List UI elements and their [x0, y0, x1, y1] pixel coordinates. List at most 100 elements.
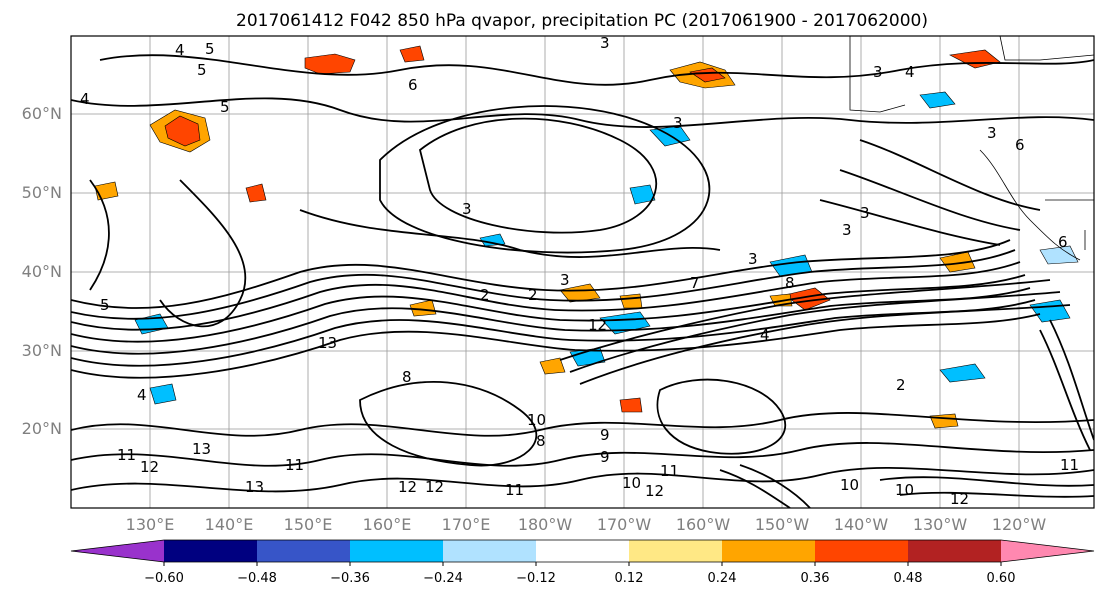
colorbar-segment	[722, 540, 815, 562]
colorbar-tick-label: −0.12	[516, 571, 556, 586]
map: 4 5 3 5 6 4 5 3 4 3 3 6 6 3 3 3 3 2 2 3 …	[70, 34, 1095, 509]
contour-label: 6	[408, 76, 418, 94]
lat-label: 20°N	[22, 419, 62, 438]
contour-line	[899, 491, 1094, 498]
colorbar-tick-labels: −0.60 −0.48 −0.36 −0.24 −0.12 0.12 0.24 0.36 0.4…	[144, 571, 1015, 586]
contour-label: 11	[285, 456, 304, 474]
contour-label: 4	[80, 90, 90, 108]
contour-line	[71, 299, 1036, 367]
colorbar-tick-label: −0.24	[423, 571, 463, 586]
lon-label: 130°W	[913, 515, 968, 534]
colorbar: −0.60 −0.48 −0.36 −0.24 −0.12 0.12 0.24 0.36 0.4…	[70, 539, 1095, 586]
contour-line	[71, 313, 1041, 379]
colorbar-tick-label: −0.48	[237, 571, 277, 586]
contour-line	[739, 464, 811, 508]
lat-label: 50°N	[22, 183, 62, 202]
contour-label: 4	[905, 63, 915, 81]
precip-patch	[164, 115, 201, 147]
precip-patch	[479, 233, 506, 247]
lon-label: 130°E	[126, 515, 175, 534]
contour-label: 6	[1058, 233, 1068, 251]
precip-patch	[399, 45, 425, 63]
colorbar-segment	[443, 540, 536, 562]
contour-line	[71, 287, 1031, 355]
colorbar-segment	[164, 540, 257, 562]
colorbar-segments	[70, 539, 1095, 563]
contour-line	[1049, 319, 1094, 441]
contour-line	[89, 179, 110, 291]
colorbar-segment	[536, 540, 629, 562]
lon-label: 160°W	[676, 515, 731, 534]
colorbar-tick-label: 0.24	[708, 571, 737, 586]
colorbar-tick-label: 0.36	[801, 571, 830, 586]
contour-label: 6	[1015, 136, 1025, 154]
contour-label: 2	[896, 376, 906, 394]
contour-label: 10	[840, 476, 859, 494]
contour-label: 12	[588, 316, 607, 334]
contour-label: 3	[987, 124, 997, 142]
precip-patch	[539, 357, 566, 375]
contour-line	[71, 239, 1011, 309]
lon-label: 140°E	[205, 515, 254, 534]
contour-label: 7	[690, 274, 700, 292]
contour-label: 3	[673, 114, 683, 132]
contour-label: 8	[402, 368, 412, 386]
contour-label: 11	[117, 446, 136, 464]
contour-line	[99, 54, 1094, 86]
contour-label: 12	[140, 458, 159, 476]
colorbar-tick-label: −0.36	[330, 571, 370, 586]
contour-line	[1039, 329, 1091, 451]
contour-label: 3	[860, 204, 870, 222]
lon-label: 120°W	[992, 515, 1047, 534]
precip-patch	[629, 184, 656, 205]
contour-line	[159, 179, 247, 328]
contour-line	[71, 97, 1094, 128]
contour-line	[569, 291, 1061, 373]
precip-patch	[599, 311, 651, 335]
contour-line	[71, 274, 1026, 343]
contour-label: 13	[192, 440, 211, 458]
contour-line	[819, 199, 1001, 246]
contour-label: 10	[527, 411, 546, 429]
contour-line	[418, 117, 658, 234]
contour-label: 4	[175, 41, 185, 59]
contour-label: 12	[645, 482, 664, 500]
coastlines	[849, 36, 1094, 261]
colorbar-segment	[257, 540, 350, 562]
colorbar-segment	[350, 540, 443, 562]
contour-label: 10	[895, 481, 914, 499]
contour-label: 11	[1060, 456, 1079, 474]
contour-label: 3	[748, 250, 758, 268]
contour-label: 3	[873, 63, 883, 81]
lat-label: 30°N	[22, 341, 62, 360]
contour-label: 13	[245, 478, 264, 496]
contour-label: 9	[600, 426, 610, 444]
contour-line	[359, 380, 538, 467]
contour-line	[71, 442, 1094, 467]
contour-label: 5	[205, 40, 215, 58]
colorbar-segment	[815, 540, 908, 562]
contour-label: 3	[842, 221, 852, 239]
precip-patch	[94, 181, 119, 201]
contour-line	[71, 467, 1094, 493]
contour-label: 13	[318, 334, 337, 352]
contour-label: 8	[536, 432, 546, 450]
lat-label: 60°N	[22, 104, 62, 123]
lon-label: 160°E	[363, 515, 412, 534]
colorbar-tick-label: −0.60	[144, 571, 184, 586]
contour-label: 5	[220, 98, 230, 116]
precip-patch	[149, 383, 177, 405]
lat-label: 40°N	[22, 262, 62, 281]
precip-patch	[559, 283, 601, 303]
contour-label: 3	[560, 271, 570, 289]
lon-label: 180°W	[518, 515, 573, 534]
contour-label: 11	[505, 481, 524, 499]
contour-label: 12	[398, 478, 417, 496]
contour-label: 8	[785, 274, 795, 292]
colorbar-tick-label: 0.48	[894, 571, 923, 586]
contour-label: 3	[462, 200, 472, 218]
precip-patch	[619, 293, 643, 309]
lon-label: 150°W	[755, 515, 810, 534]
contour-line	[71, 261, 1021, 331]
